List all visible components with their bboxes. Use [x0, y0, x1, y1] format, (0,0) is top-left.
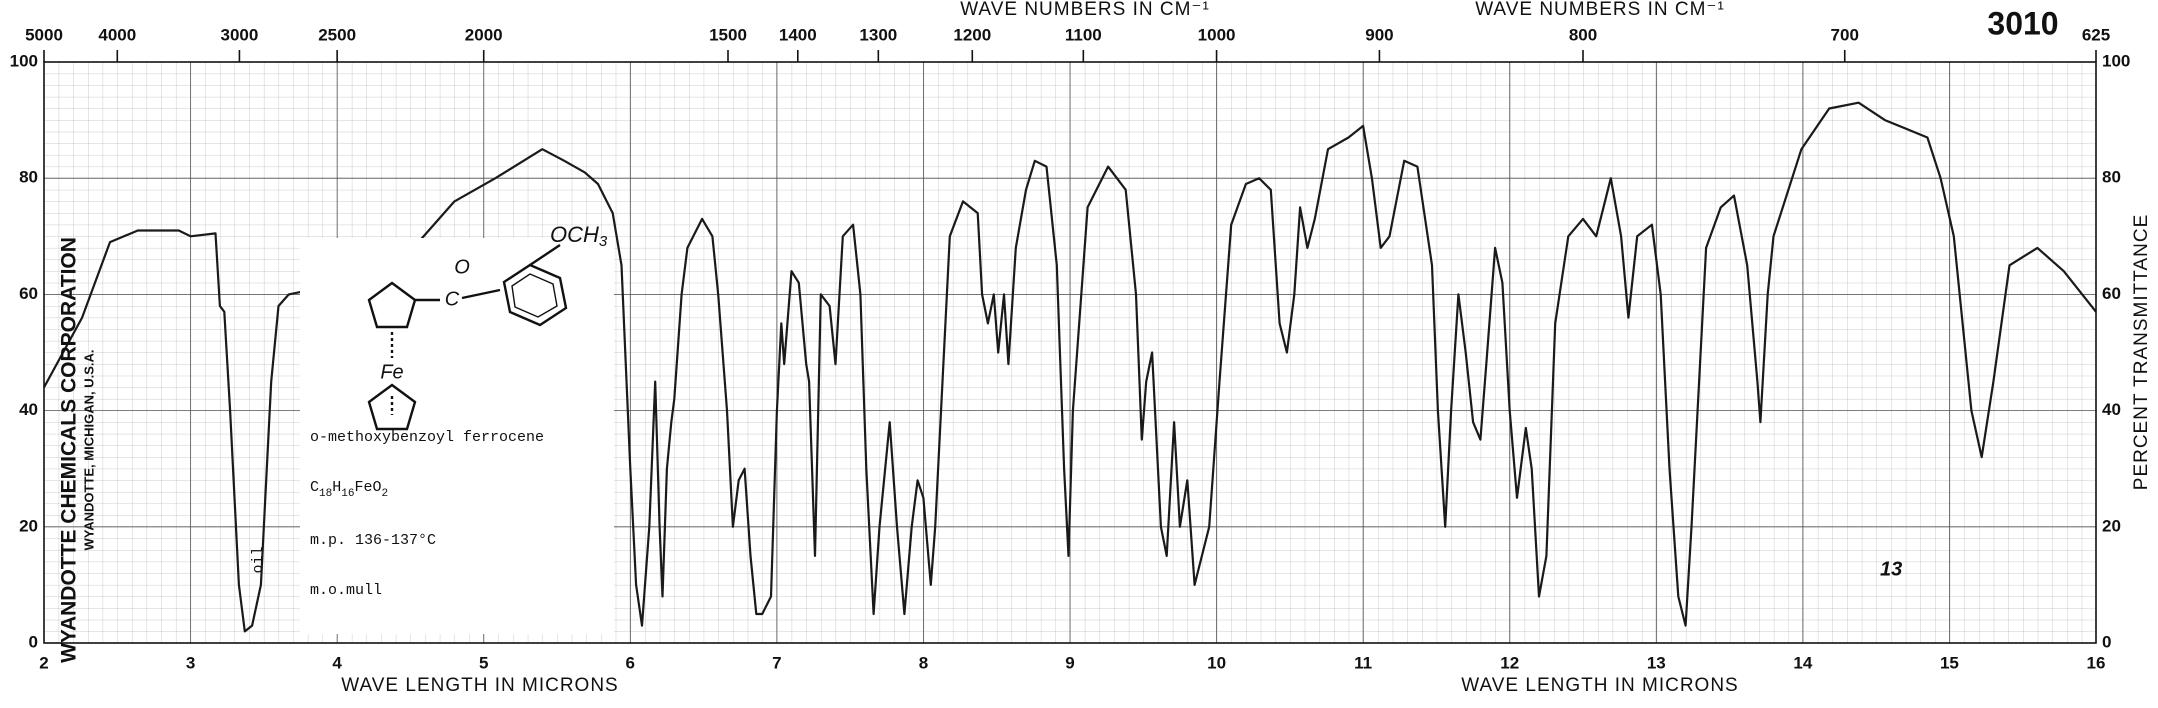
x-tick-label: 16 — [2087, 653, 2106, 672]
x-tick-label: 9 — [1065, 653, 1074, 672]
ring-bond — [461, 288, 501, 300]
x-tick-label: 14 — [1793, 653, 1812, 672]
formula-element: FeO — [354, 479, 381, 496]
company-name: WYANDOTTE CHEMICALS CORPORATION — [58, 237, 81, 663]
x2-tick-label: 700 — [1831, 25, 1859, 44]
x2-tick-label: 1400 — [779, 25, 817, 44]
formula-element: C — [310, 479, 319, 496]
spectrum-line — [43, 101, 2097, 633]
x-tick-label: 3 — [186, 653, 195, 672]
oil-annotation: oil — [250, 546, 267, 573]
x2-tick-label: 1500 — [709, 25, 747, 44]
x2-tick-label: 1200 — [953, 25, 991, 44]
cp-ring-lower — [367, 383, 417, 431]
x2-axis-title-right: WAVE NUMBERS IN CM⁻¹ — [1475, 0, 1725, 20]
carbonyl-c: C — [445, 288, 460, 310]
y-tick-label-right: 80 — [2102, 168, 2121, 187]
formula-element: H — [332, 479, 341, 496]
y-tick-label: 60 — [19, 284, 38, 303]
x2-tick-label: 1100 — [1065, 25, 1102, 44]
x-tick-label: 5 — [479, 653, 488, 672]
x-tick-label: 2 — [39, 653, 48, 672]
y-tick-label-right: 0 — [2102, 632, 2111, 651]
x-tick-label: 4 — [332, 653, 342, 672]
substituent-main: OCH — [550, 222, 599, 247]
x2-tick-label: 625 — [2082, 25, 2110, 44]
x-tick-label: 10 — [1207, 653, 1226, 672]
x2-tick-label: 2500 — [318, 25, 356, 44]
spectrum-number: 3010 — [1987, 5, 2058, 41]
x2-tick-label: 900 — [1365, 25, 1393, 44]
y-tick-label: 40 — [19, 400, 38, 419]
medium: m.o.mull — [310, 582, 382, 599]
formula-subscript: 16 — [341, 488, 354, 500]
y-tick-label: 20 — [19, 516, 38, 535]
y-tick-label: 0 — [29, 632, 38, 651]
benzene — [502, 263, 568, 327]
x-tick-label: 13 — [1647, 653, 1666, 672]
y-tick-label-right: 100 — [2102, 51, 2130, 70]
x-tick-label: 8 — [919, 653, 928, 672]
label-box — [300, 238, 614, 634]
x2-axis-title: WAVE NUMBERS IN CM⁻¹ — [960, 0, 1210, 20]
y-tick-label: 80 — [19, 168, 38, 187]
fe-label: Fe — [380, 361, 403, 383]
x2-tick-label: 5000 — [25, 25, 63, 44]
x-tick-label: 12 — [1500, 653, 1519, 672]
x2-tick-label: 1000 — [1198, 25, 1236, 44]
x2-tick-label: 800 — [1569, 25, 1597, 44]
page-annotation: 13 — [1880, 558, 1902, 580]
y-tick-label-right: 60 — [2102, 284, 2121, 303]
y-tick-label: 100 — [10, 51, 38, 70]
x-tick-label: 6 — [626, 653, 635, 672]
y-axis-title: PERCENT TRANSMITTANCE — [2131, 214, 2152, 490]
formula-subscript: 2 — [381, 488, 388, 500]
substituent: OCH3 — [550, 222, 608, 250]
marks — [43, 101, 2097, 633]
carbonyl-o: O — [454, 256, 470, 278]
y-tick-label-right: 20 — [2102, 516, 2121, 535]
x2-tick-label: 4000 — [98, 25, 136, 44]
x-tick-label: 7 — [772, 653, 781, 672]
plot-frame — [43, 61, 2097, 644]
x-tick-label: 11 — [1354, 653, 1372, 672]
benzene-inner — [511, 273, 558, 318]
formula-subscript: 18 — [319, 488, 332, 500]
cp-ring-upper — [367, 281, 417, 329]
x2-tick-label: 3000 — [221, 25, 259, 44]
melting-point: m.p. 136-137°C — [310, 532, 436, 549]
sample-name: o-methoxybenzoyl ferrocene — [310, 429, 544, 446]
substituent-sub: 3 — [599, 233, 608, 250]
x-tick-label: 15 — [1940, 653, 1959, 672]
company-location: WYANDOTTE, MICHIGAN, U.S.A. — [81, 349, 96, 550]
ome-bond — [529, 244, 561, 266]
y-tick-label-right: 40 — [2102, 400, 2121, 419]
x2-tick-label: 2000 — [465, 25, 503, 44]
x-axis-title-right: WAVE LENGTH IN MICRONS — [1461, 675, 1738, 696]
x-axis-title: WAVE LENGTH IN MICRONS — [341, 675, 618, 696]
sample-formula: C18H16FeO2 — [310, 479, 388, 500]
x2-tick-label: 1300 — [859, 25, 897, 44]
structure — [367, 244, 568, 431]
